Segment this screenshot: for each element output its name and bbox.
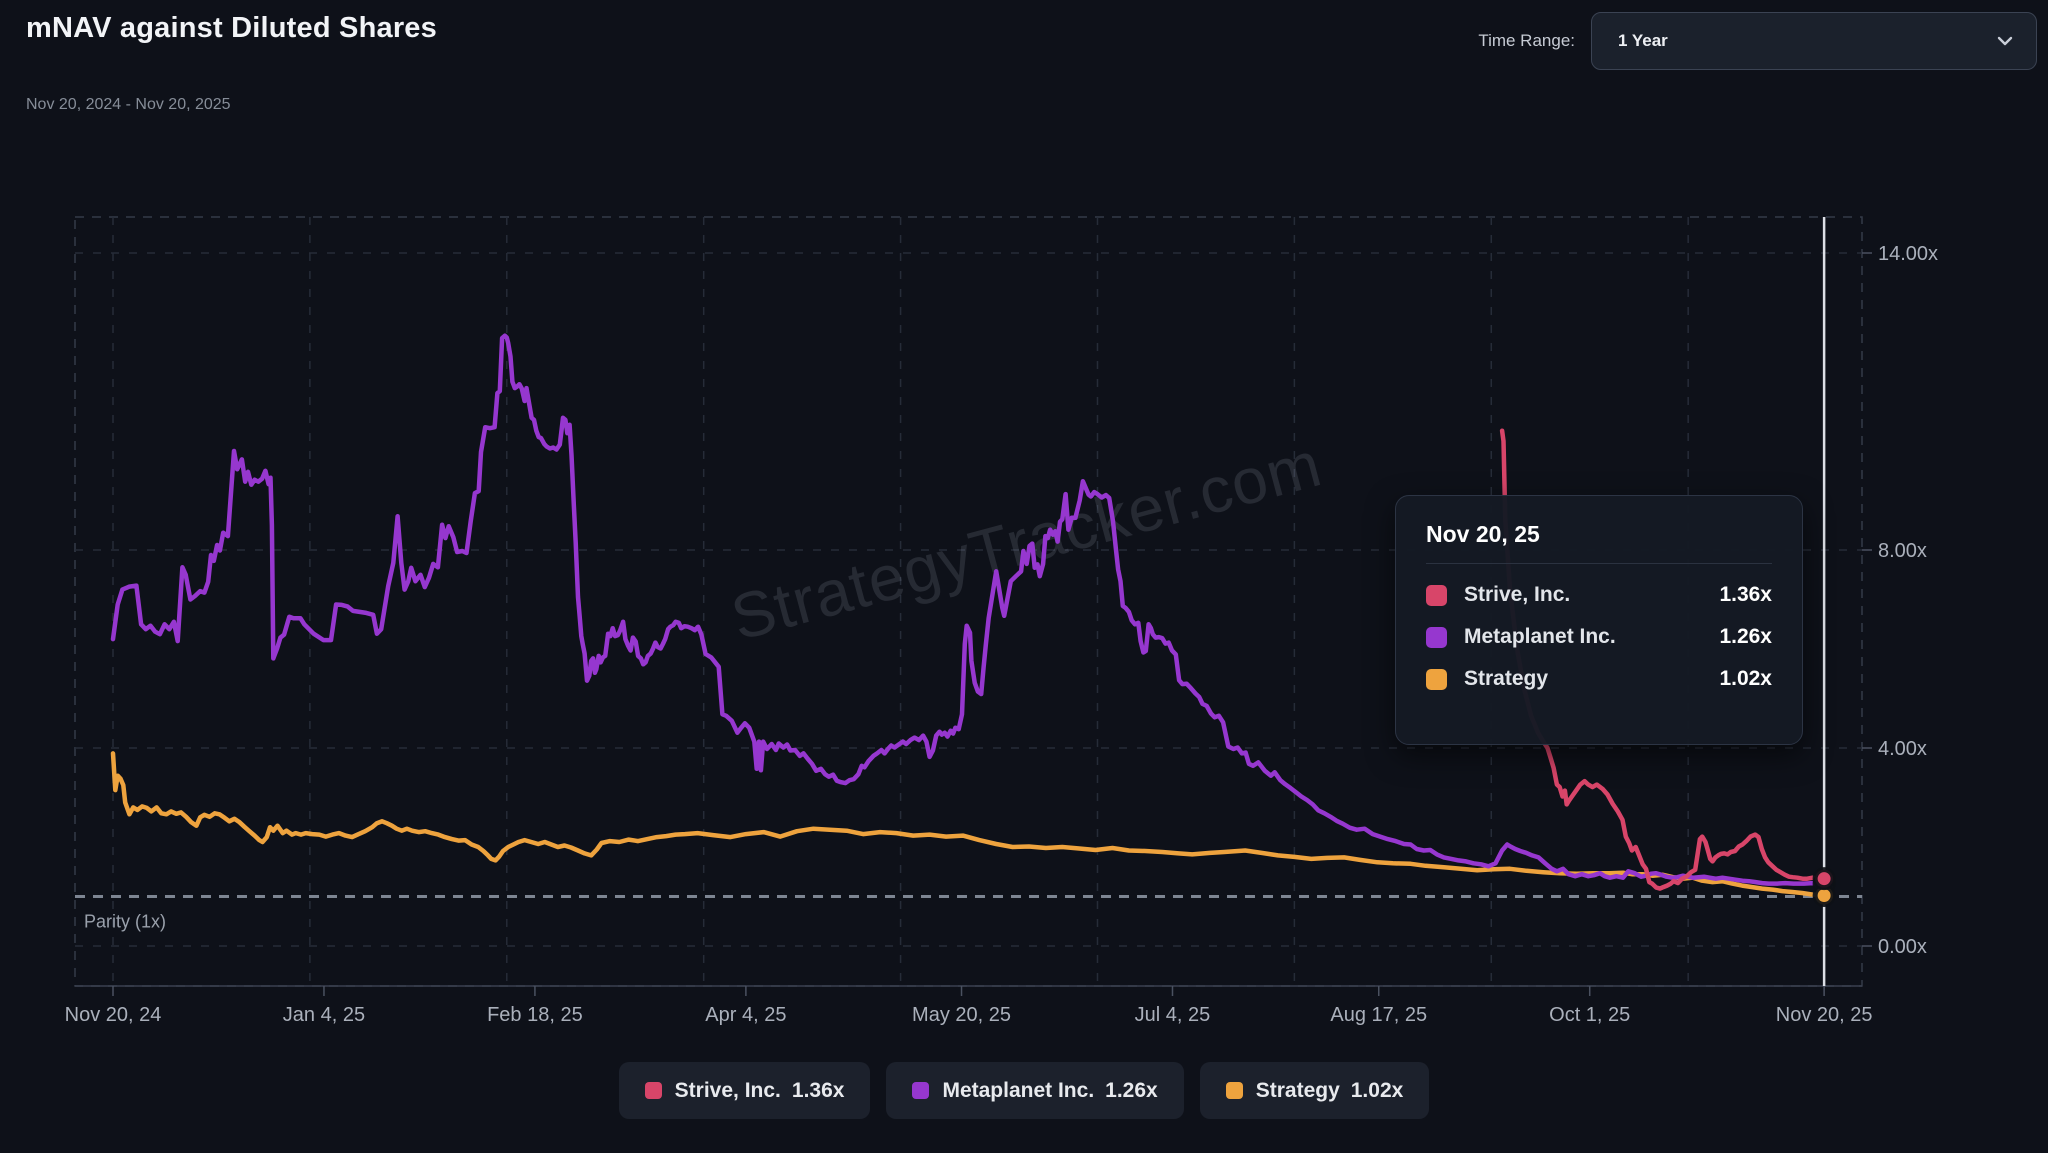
legend-item-strategy[interactable]: Strategy 1.02x — [1199, 1062, 1430, 1119]
metaplanet-swatch-icon — [912, 1082, 930, 1099]
x-axis-label: Aug 17, 25 — [1330, 1004, 1427, 1026]
x-axis-label: May 20, 25 — [912, 1004, 1011, 1026]
tooltip-row-metaplanet: Metaplanet Inc. 1.26x — [1426, 616, 1772, 658]
series-line-strive — [1499, 428, 1827, 891]
tooltip-date: Nov 20, 25 — [1426, 521, 1540, 547]
legend-item-metaplanet[interactable]: Metaplanet Inc. 1.26x — [886, 1062, 1184, 1119]
date-range-subtitle: Nov 20, 2024 - Nov 20, 2025 — [26, 96, 231, 113]
legend-series-value: 1.36x — [791, 1078, 845, 1102]
x-axis-label: Nov 20, 24 — [65, 1004, 162, 1026]
legend-series-value: 1.02x — [1350, 1078, 1404, 1102]
x-axis-label: Apr 4, 25 — [705, 1004, 786, 1026]
legend-series-name: Strategy — [1255, 1078, 1340, 1102]
time-range-selected-value: 1 Year — [1618, 31, 1668, 50]
strive-swatch-icon — [1426, 584, 1447, 606]
time-range-label: Time Range: — [1478, 31, 1575, 50]
x-axis-label: Feb 18, 25 — [487, 1004, 583, 1026]
strategy-swatch-icon — [1426, 668, 1447, 690]
tooltip-series-value: 1.26x — [1719, 625, 1772, 648]
tooltip-row-strive: Strive, Inc. 1.36x — [1426, 574, 1772, 616]
y-axis-label: 4.00x — [1878, 738, 1927, 760]
tooltip-series-name: Strive, Inc. — [1464, 583, 1571, 606]
page-title: mNAV against Diluted Shares — [26, 12, 437, 44]
x-axis-label: Oct 1, 25 — [1549, 1004, 1630, 1026]
chart-tooltip: Nov 20, 25 Strive, Inc. 1.36x Metaplanet… — [1395, 495, 1803, 745]
chevron-down-icon — [1997, 36, 2013, 46]
y-axis-label: 0.00x — [1878, 936, 1927, 958]
y-axis-label: 14.00x — [1878, 243, 1938, 265]
tooltip-series-name: Strategy — [1464, 667, 1549, 690]
tooltip-series-value: 1.02x — [1719, 667, 1772, 690]
x-axis-label: Jul 4, 25 — [1135, 1004, 1211, 1026]
strive-swatch-icon — [644, 1082, 662, 1099]
tooltip-series-value: 1.36x — [1719, 583, 1772, 606]
legend-series-value: 1.26x — [1105, 1078, 1158, 1102]
plot-border — [74, 216, 1863, 987]
series-line-metaplanet — [110, 333, 1827, 886]
series-line-strategy — [110, 751, 1827, 898]
x-axis-label: Jan 4, 25 — [283, 1004, 365, 1026]
watermark-text: StrategyTracker.com — [724, 427, 1329, 654]
chart-legend: Strive, Inc. 1.36x Metaplanet Inc. 1.26x… — [0, 1062, 2048, 1119]
endpoint-dot-strive — [1812, 867, 1836, 891]
tooltip-row-strategy: Strategy 1.02x — [1426, 658, 1772, 700]
strategy-swatch-icon — [1225, 1082, 1243, 1099]
time-range-control: Time Range: 1 Year — [1478, 12, 2037, 70]
legend-series-name: Metaplanet Inc. — [942, 1078, 1095, 1102]
tooltip-series-name: Metaplanet Inc. — [1464, 625, 1616, 648]
x-axis-label: Nov 20, 25 — [1776, 1004, 1873, 1026]
y-axis-label: 8.00x — [1878, 540, 1927, 562]
time-range-dropdown[interactable]: 1 Year — [1591, 12, 2037, 70]
tooltip-divider — [1426, 563, 1772, 564]
parity-label: Parity (1x) — [84, 912, 166, 932]
legend-item-strive[interactable]: Strive, Inc. 1.36x — [618, 1062, 871, 1119]
metaplanet-swatch-icon — [1426, 626, 1447, 648]
legend-series-name: Strive, Inc. — [674, 1078, 781, 1102]
